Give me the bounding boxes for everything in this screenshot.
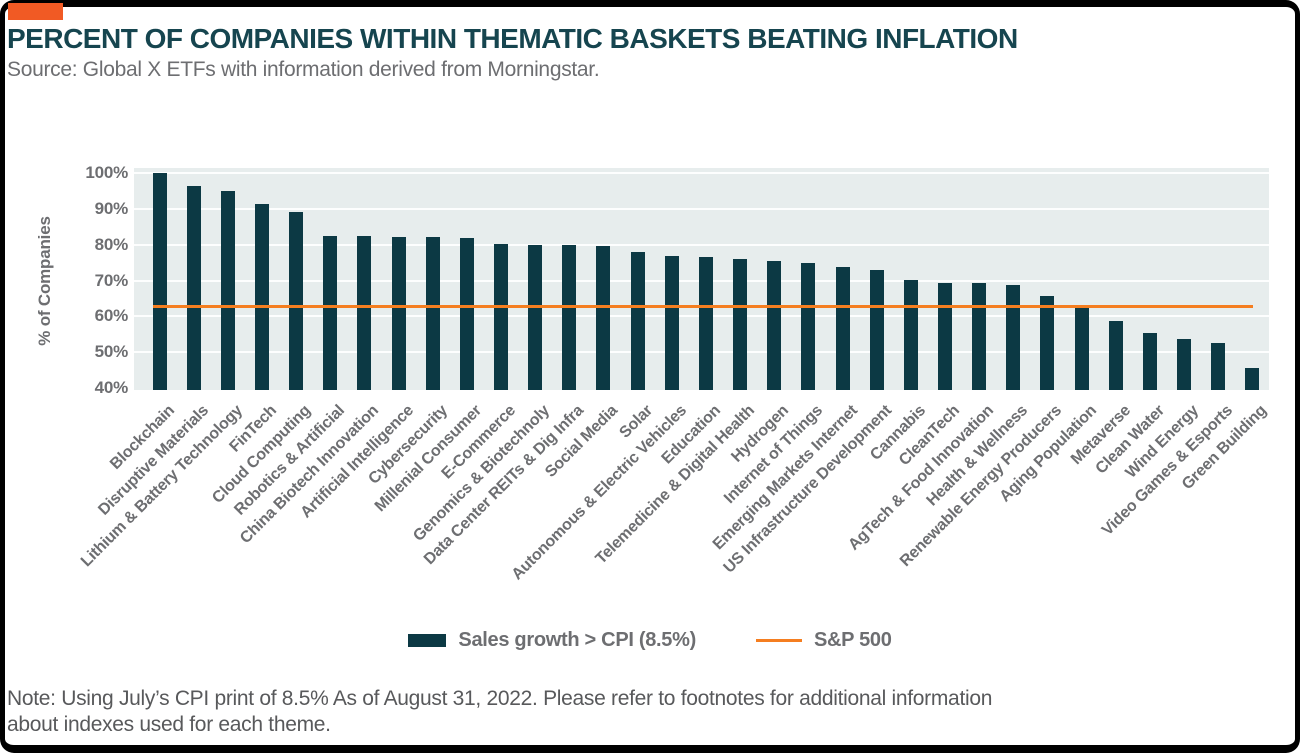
bar xyxy=(801,262,816,390)
bar xyxy=(562,245,577,390)
bar xyxy=(323,235,338,390)
footnote-line-1: Note: Using July’s CPI print of 8.5% As … xyxy=(7,687,993,710)
bar xyxy=(630,252,645,390)
bar xyxy=(1006,285,1021,390)
bar xyxy=(1108,320,1123,390)
bar xyxy=(1211,342,1226,390)
footnote-line-2: about indexes used for each theme. xyxy=(7,713,331,736)
bar xyxy=(869,270,884,390)
legend: Sales growth > CPI (8.5%) S&P 500 xyxy=(0,627,1300,653)
sp500-line xyxy=(153,304,1253,308)
accent-bar xyxy=(8,3,63,20)
y-tick-label: 100% xyxy=(85,163,128,182)
gridline xyxy=(134,243,1269,246)
y-tick-label: 80% xyxy=(94,234,129,254)
bar xyxy=(289,212,304,390)
bar xyxy=(494,244,508,390)
legend-line-swatch xyxy=(755,638,802,642)
bar xyxy=(903,280,918,390)
bar xyxy=(357,236,372,390)
bar xyxy=(459,238,474,390)
bar xyxy=(391,236,406,390)
legend-bar-swatch xyxy=(408,633,447,647)
legend-item-bars: Sales growth > CPI (8.5%) xyxy=(408,629,696,652)
bar xyxy=(937,282,952,390)
bar xyxy=(835,267,850,390)
bar xyxy=(1177,338,1191,390)
bar xyxy=(186,185,201,390)
y-tick-label: 70% xyxy=(94,270,129,290)
bar xyxy=(733,258,748,390)
bar xyxy=(972,283,987,390)
legend-line-label: S&P 500 xyxy=(813,628,892,651)
bar xyxy=(425,237,440,390)
bar xyxy=(254,204,269,390)
bar xyxy=(1074,307,1089,390)
y-tick-label: 40% xyxy=(94,378,129,397)
bar xyxy=(220,191,235,390)
plot-area: Blockchain Disruptive Materials Lithium & … xyxy=(78,168,1270,583)
bar xyxy=(528,244,543,390)
y-axis: 100% 90% 80% 70% 60% 50% 40% xyxy=(40,0,128,753)
bar xyxy=(1245,367,1260,390)
y-tick-label: 50% xyxy=(94,342,129,362)
bar xyxy=(1142,333,1157,390)
gridline xyxy=(134,207,1269,210)
y-tick-label: 60% xyxy=(94,306,129,326)
chart-title: PERCENT OF COMPANIES WITHIN THEMATIC BAS… xyxy=(7,23,1018,54)
y-tick-label: 90% xyxy=(94,198,129,218)
bar xyxy=(1040,295,1055,390)
legend-item-line: S&P 500 xyxy=(755,628,892,652)
bar xyxy=(767,261,782,390)
bar xyxy=(664,256,679,390)
bar xyxy=(152,173,167,390)
gridline xyxy=(134,172,1269,174)
legend-bar-label: Sales growth > CPI (8.5%) xyxy=(458,628,696,651)
chart-source: Source: Global X ETFs with information d… xyxy=(7,58,600,81)
bar xyxy=(698,257,713,390)
bar xyxy=(596,246,611,390)
footnote: Note: Using July’s CPI print of 8.5% As … xyxy=(7,686,1227,738)
